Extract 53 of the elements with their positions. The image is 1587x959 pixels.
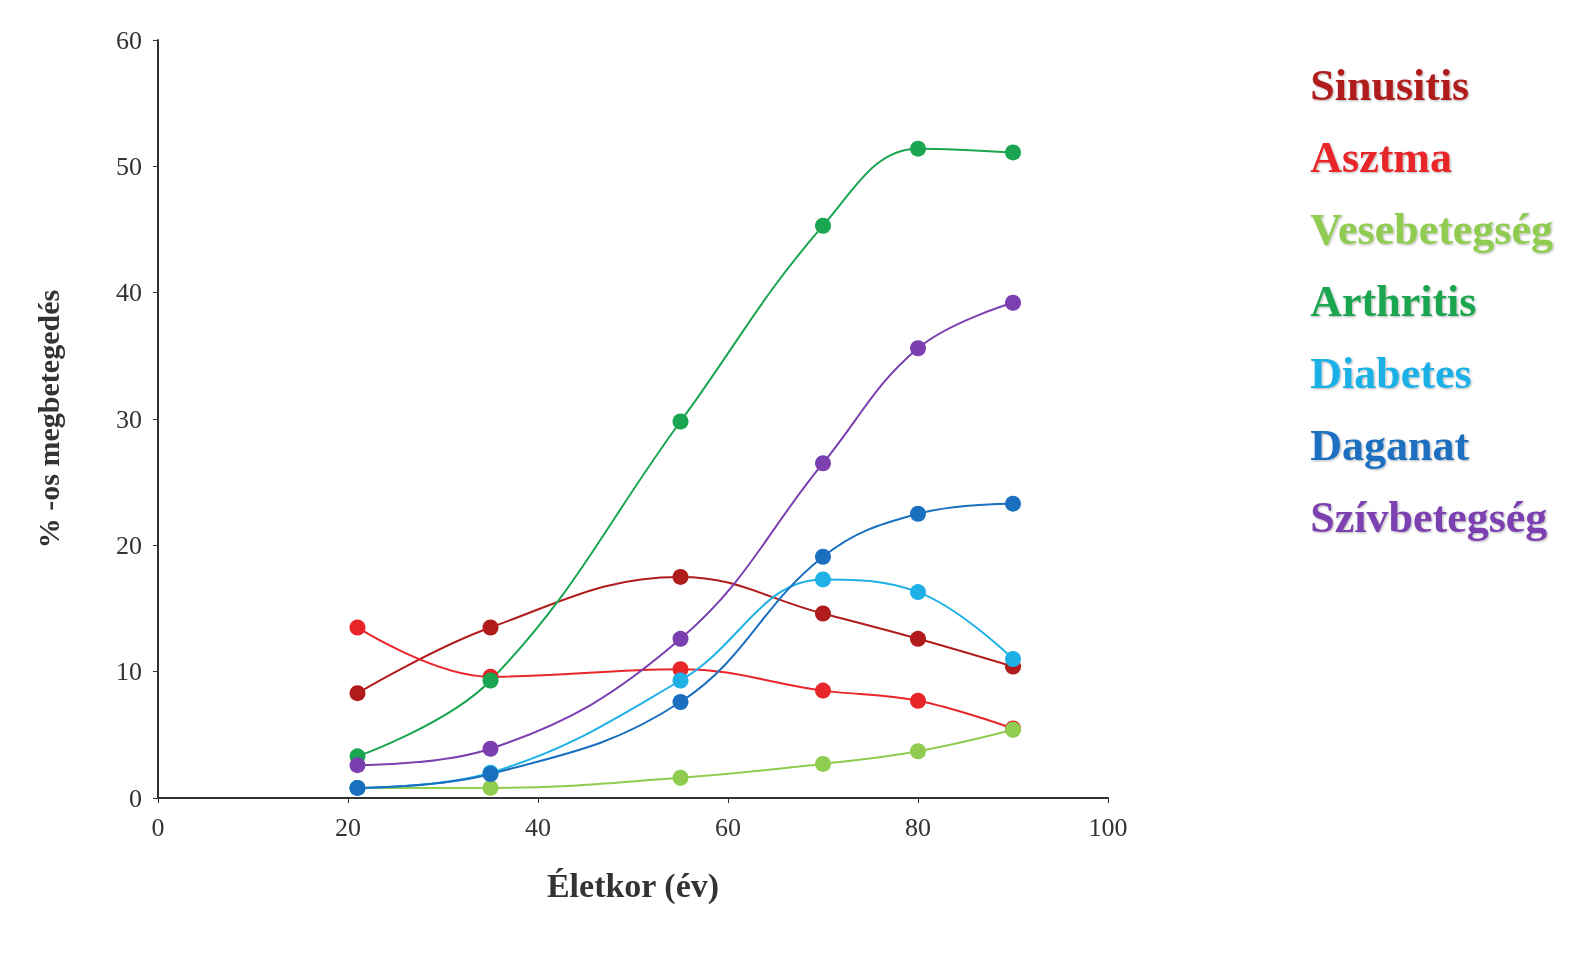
y-axis-title: % -os megbetegedés [31,289,65,549]
y-tick-label: 20 [116,530,142,560]
y-tick-label: 50 [116,151,142,181]
text: Daganat [1310,420,1470,470]
point [672,769,689,786]
x-tick-label: 80 [905,812,931,842]
point [482,672,499,689]
point [910,630,926,647]
x-tick-label: 0 [151,812,165,842]
point [349,685,366,702]
point [672,672,689,689]
point [910,584,926,601]
text: Asztma [1310,132,1452,182]
point [910,140,926,157]
y-tick-label: 40 [116,278,142,308]
point [1005,651,1021,668]
text: Sinusitis [1310,60,1470,110]
point [482,779,499,796]
point [349,619,366,636]
point [1005,294,1021,311]
point [672,568,689,585]
point [910,340,926,357]
x-axis-title: Életkor (év) [546,866,720,905]
point [482,740,499,757]
y-tick-label: 60 [116,25,142,55]
text: Vesebetegség [1310,204,1554,254]
point [815,548,831,565]
point [482,619,499,636]
point [815,755,831,772]
y-tick-label: 0 [129,783,142,813]
point [910,692,926,709]
text: Diabetes [1310,348,1472,398]
point [672,413,689,430]
point [815,217,831,234]
text: Arthritis [1310,276,1477,326]
x-tick-label: 100 [1088,812,1128,842]
x-tick-label: 40 [525,812,551,842]
point [349,757,366,774]
point [910,505,926,522]
x-tick-label: 60 [715,812,741,842]
point [1005,495,1021,512]
point [910,743,926,760]
point [815,571,831,588]
point [815,682,831,699]
point [672,630,689,647]
point [815,605,831,622]
y-tick-label: 10 [116,657,142,687]
x-tick-label: 20 [335,812,361,842]
point [672,693,689,710]
y-tick-label: 30 [116,404,142,434]
point [1005,144,1021,161]
point [815,455,831,472]
text: Szívbetegség [1310,492,1548,542]
